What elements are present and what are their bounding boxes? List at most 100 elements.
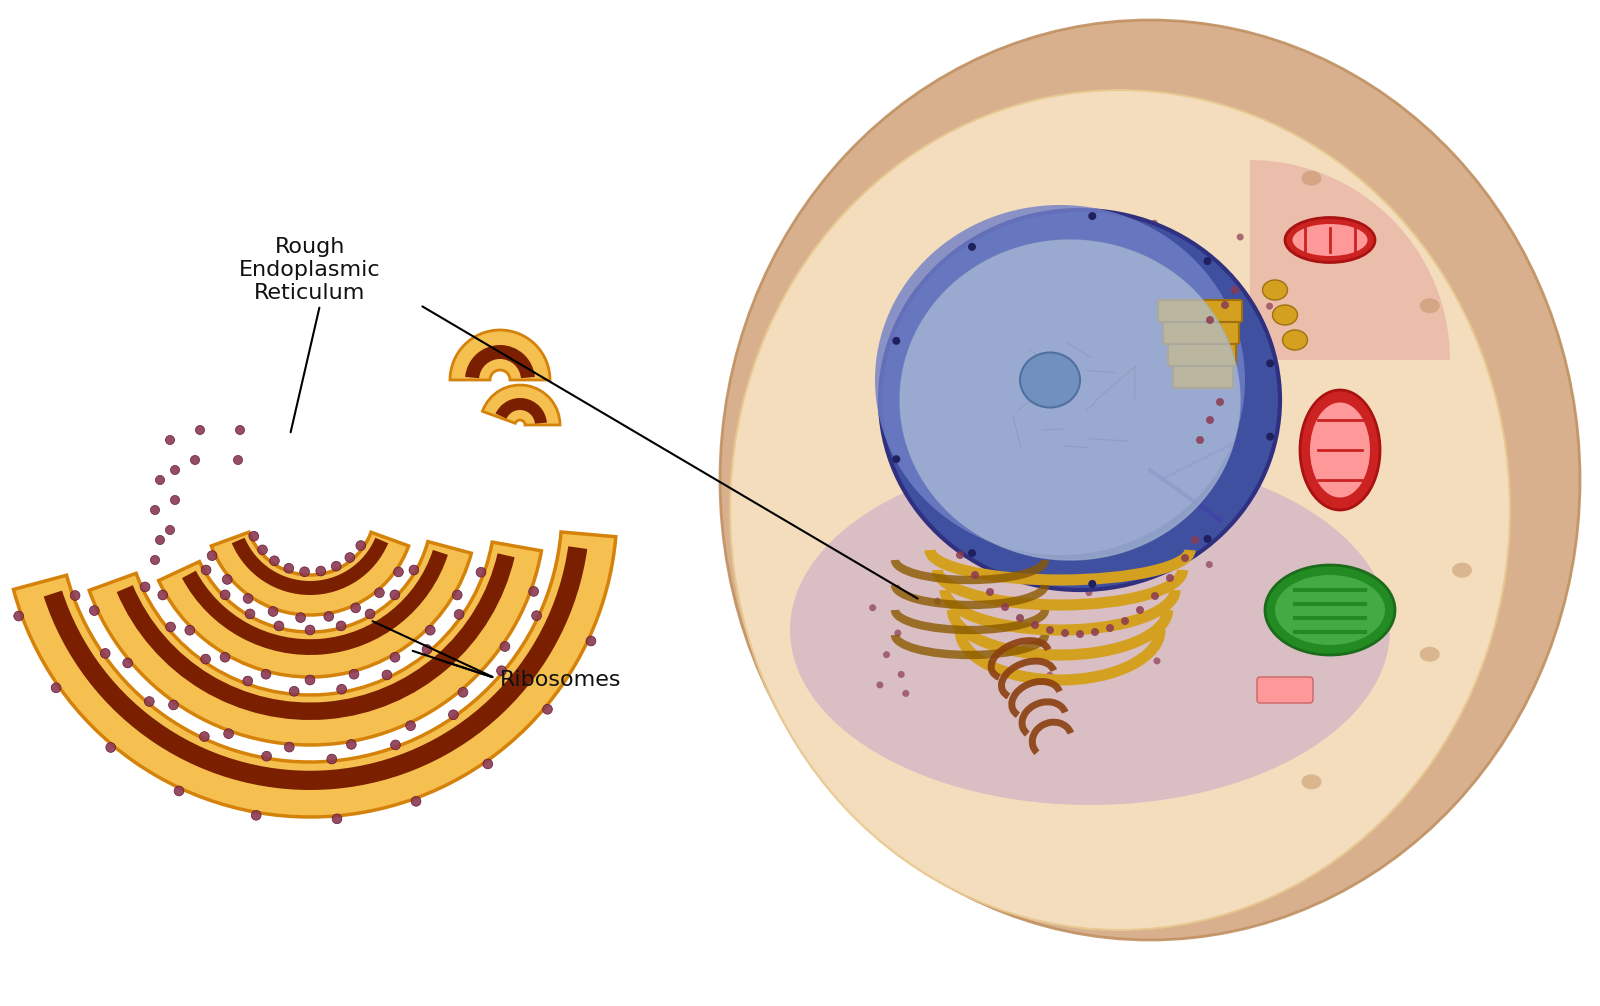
Ellipse shape [880, 210, 1280, 590]
Ellipse shape [202, 565, 211, 574]
Ellipse shape [150, 555, 160, 564]
Ellipse shape [1061, 629, 1069, 637]
Ellipse shape [899, 240, 1240, 560]
Ellipse shape [1088, 579, 1096, 588]
Ellipse shape [1301, 171, 1322, 186]
Ellipse shape [869, 605, 877, 612]
Ellipse shape [986, 588, 994, 596]
Ellipse shape [448, 710, 458, 719]
Ellipse shape [968, 549, 976, 557]
Ellipse shape [1046, 626, 1054, 634]
Ellipse shape [186, 626, 195, 635]
Ellipse shape [336, 621, 346, 631]
Ellipse shape [251, 811, 261, 820]
FancyBboxPatch shape [1168, 344, 1235, 366]
Ellipse shape [141, 582, 150, 592]
Ellipse shape [1106, 624, 1114, 632]
Ellipse shape [962, 454, 970, 461]
Ellipse shape [454, 610, 464, 620]
Ellipse shape [333, 814, 342, 824]
Ellipse shape [483, 760, 493, 769]
Ellipse shape [1419, 647, 1440, 662]
Ellipse shape [235, 426, 245, 435]
Ellipse shape [422, 645, 432, 654]
Ellipse shape [331, 561, 341, 571]
Ellipse shape [1150, 219, 1158, 226]
Wedge shape [43, 546, 587, 790]
Ellipse shape [1218, 496, 1226, 503]
Ellipse shape [1085, 590, 1093, 597]
Ellipse shape [90, 606, 99, 616]
Ellipse shape [245, 609, 254, 619]
Ellipse shape [941, 275, 949, 282]
Ellipse shape [1285, 217, 1374, 263]
Ellipse shape [990, 528, 998, 535]
Ellipse shape [243, 594, 253, 604]
Ellipse shape [299, 566, 309, 576]
Ellipse shape [70, 591, 80, 601]
Wedge shape [496, 398, 547, 424]
Ellipse shape [158, 591, 168, 600]
Ellipse shape [269, 556, 280, 565]
Ellipse shape [285, 742, 294, 752]
Ellipse shape [101, 649, 110, 658]
Ellipse shape [1122, 617, 1130, 625]
Wedge shape [483, 385, 560, 425]
Ellipse shape [1088, 212, 1096, 220]
Ellipse shape [1203, 535, 1211, 543]
Ellipse shape [501, 642, 510, 652]
Ellipse shape [1216, 398, 1224, 406]
Ellipse shape [168, 700, 178, 710]
Ellipse shape [1330, 601, 1338, 608]
Ellipse shape [1160, 267, 1166, 274]
Ellipse shape [730, 90, 1510, 930]
Ellipse shape [954, 288, 960, 295]
Ellipse shape [269, 607, 278, 617]
Wedge shape [182, 550, 448, 655]
Ellipse shape [410, 565, 419, 574]
Ellipse shape [261, 669, 270, 679]
Ellipse shape [1264, 375, 1272, 382]
Wedge shape [13, 532, 616, 817]
Ellipse shape [355, 540, 366, 550]
Ellipse shape [898, 671, 904, 678]
Ellipse shape [909, 295, 915, 302]
Ellipse shape [1317, 644, 1325, 651]
Ellipse shape [349, 669, 358, 679]
Ellipse shape [350, 603, 360, 613]
Ellipse shape [1006, 379, 1014, 386]
Ellipse shape [888, 359, 896, 366]
Ellipse shape [171, 466, 179, 475]
Ellipse shape [1002, 603, 1010, 611]
Ellipse shape [200, 731, 210, 741]
Ellipse shape [406, 721, 416, 730]
Ellipse shape [1038, 255, 1045, 262]
Ellipse shape [1195, 416, 1202, 424]
Ellipse shape [496, 666, 507, 676]
Ellipse shape [222, 574, 232, 584]
Ellipse shape [453, 591, 462, 600]
Ellipse shape [283, 563, 294, 573]
Ellipse shape [1451, 562, 1472, 577]
Ellipse shape [1206, 316, 1214, 324]
Wedge shape [90, 542, 541, 745]
Ellipse shape [542, 704, 552, 714]
FancyBboxPatch shape [1173, 366, 1234, 388]
Ellipse shape [323, 612, 334, 622]
Ellipse shape [315, 566, 326, 576]
Ellipse shape [1197, 436, 1205, 444]
Wedge shape [466, 345, 534, 378]
Ellipse shape [190, 456, 200, 465]
Ellipse shape [1091, 628, 1099, 636]
Ellipse shape [893, 455, 901, 463]
Ellipse shape [208, 550, 218, 560]
Ellipse shape [1016, 614, 1024, 622]
Ellipse shape [586, 636, 595, 646]
Ellipse shape [1272, 305, 1298, 325]
Ellipse shape [1013, 245, 1019, 253]
Ellipse shape [968, 242, 976, 250]
Ellipse shape [1074, 342, 1082, 349]
Ellipse shape [893, 337, 901, 345]
Wedge shape [232, 538, 389, 595]
Ellipse shape [1275, 575, 1386, 645]
